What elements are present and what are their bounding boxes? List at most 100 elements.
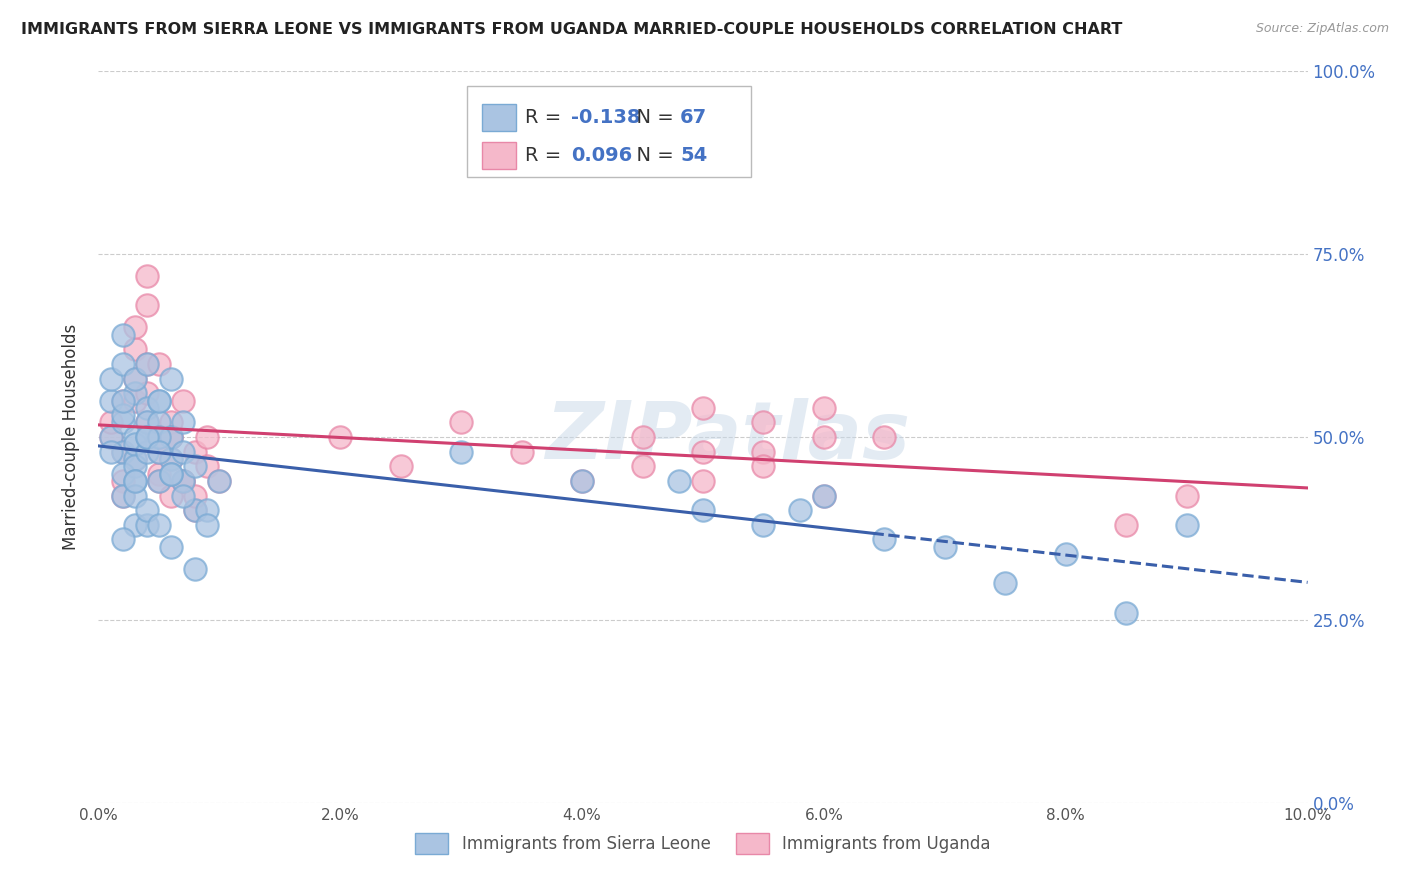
- Point: [100, 430, 122, 444]
- Point: [124, 452, 146, 467]
- Point: [172, 474, 194, 488]
- Point: [148, 467, 170, 481]
- Point: [450, 416, 472, 430]
- Point: [124, 393, 146, 408]
- Point: [148, 474, 170, 488]
- Point: [208, 474, 231, 488]
- Point: [571, 474, 593, 488]
- Point: [111, 467, 134, 481]
- Point: [208, 474, 231, 488]
- Point: [195, 517, 218, 532]
- Point: [510, 444, 533, 458]
- Point: [148, 416, 170, 430]
- Point: [135, 416, 157, 430]
- Point: [111, 489, 134, 503]
- Point: [813, 489, 835, 503]
- Point: [124, 474, 146, 488]
- Text: R =: R =: [526, 146, 568, 165]
- Point: [111, 533, 134, 547]
- Point: [631, 430, 654, 444]
- Point: [148, 444, 170, 458]
- Text: ZIPatlas: ZIPatlas: [544, 398, 910, 476]
- FancyBboxPatch shape: [482, 103, 516, 131]
- Point: [111, 416, 134, 430]
- Point: [111, 393, 134, 408]
- Point: [692, 474, 714, 488]
- Point: [148, 357, 170, 371]
- Point: [1175, 517, 1198, 532]
- Point: [148, 393, 170, 408]
- Point: [124, 320, 146, 334]
- Point: [172, 416, 194, 430]
- Point: [160, 467, 183, 481]
- Point: [1054, 547, 1077, 561]
- Point: [148, 430, 170, 444]
- Point: [160, 489, 183, 503]
- Point: [692, 503, 714, 517]
- Point: [789, 503, 811, 517]
- Point: [1115, 517, 1137, 532]
- Point: [148, 430, 170, 444]
- Point: [135, 517, 157, 532]
- Point: [124, 489, 146, 503]
- Point: [111, 474, 134, 488]
- FancyBboxPatch shape: [482, 142, 516, 169]
- Point: [124, 343, 146, 357]
- Point: [111, 444, 134, 458]
- Text: -0.138: -0.138: [571, 108, 641, 127]
- Point: [571, 474, 593, 488]
- Point: [124, 517, 146, 532]
- Point: [994, 576, 1017, 591]
- Point: [135, 430, 157, 444]
- Point: [752, 444, 775, 458]
- Point: [135, 416, 157, 430]
- Point: [111, 357, 134, 371]
- Point: [124, 430, 146, 444]
- Point: [184, 444, 207, 458]
- Text: 54: 54: [681, 146, 707, 165]
- Point: [195, 503, 218, 517]
- Point: [160, 371, 183, 385]
- Point: [148, 517, 170, 532]
- Point: [111, 489, 134, 503]
- Point: [329, 430, 352, 444]
- Text: IMMIGRANTS FROM SIERRA LEONE VS IMMIGRANTS FROM UGANDA MARRIED-COUPLE HOUSEHOLDS: IMMIGRANTS FROM SIERRA LEONE VS IMMIGRAN…: [21, 22, 1122, 37]
- Point: [1175, 489, 1198, 503]
- Point: [135, 401, 157, 415]
- Point: [135, 357, 157, 371]
- Point: [160, 467, 183, 481]
- Point: [184, 489, 207, 503]
- Legend: Immigrants from Sierra Leone, Immigrants from Uganda: Immigrants from Sierra Leone, Immigrants…: [409, 827, 997, 860]
- Point: [124, 386, 146, 401]
- Point: [752, 517, 775, 532]
- Text: Source: ZipAtlas.com: Source: ZipAtlas.com: [1256, 22, 1389, 36]
- Point: [692, 401, 714, 415]
- Point: [135, 430, 157, 444]
- Point: [160, 452, 183, 467]
- Point: [160, 430, 183, 444]
- Point: [124, 452, 146, 467]
- Point: [813, 489, 835, 503]
- Point: [184, 459, 207, 474]
- Point: [631, 459, 654, 474]
- Point: [100, 371, 122, 385]
- Y-axis label: Married-couple Households: Married-couple Households: [62, 324, 80, 550]
- Point: [148, 444, 170, 458]
- Point: [813, 430, 835, 444]
- Point: [160, 430, 183, 444]
- Text: 67: 67: [681, 108, 707, 127]
- Point: [100, 444, 122, 458]
- Point: [195, 459, 218, 474]
- Point: [135, 357, 157, 371]
- Point: [148, 393, 170, 408]
- Point: [934, 540, 956, 554]
- Point: [124, 371, 146, 385]
- Point: [111, 408, 134, 422]
- Point: [172, 393, 194, 408]
- Point: [100, 416, 122, 430]
- Point: [124, 474, 146, 488]
- Point: [124, 437, 146, 451]
- Point: [195, 430, 218, 444]
- Point: [184, 503, 207, 517]
- Point: [172, 444, 194, 458]
